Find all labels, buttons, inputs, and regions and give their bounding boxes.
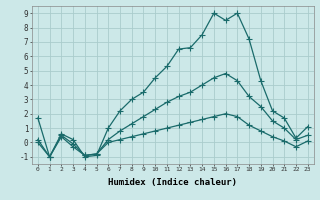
X-axis label: Humidex (Indice chaleur): Humidex (Indice chaleur) <box>108 178 237 187</box>
